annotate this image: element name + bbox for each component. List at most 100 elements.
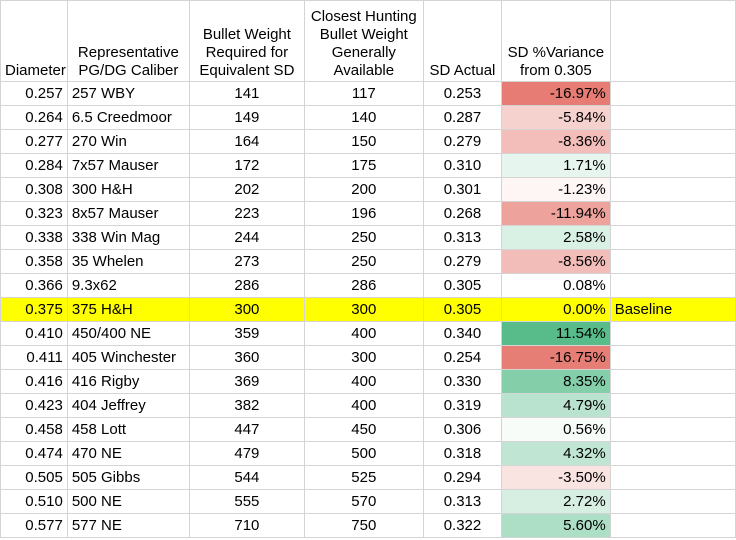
cell-required-weight[interactable]: 164	[188, 129, 305, 154]
cell-caliber[interactable]: 6.5 Creedmoor	[66, 105, 190, 130]
cell-sd-actual[interactable]: 0.287	[422, 105, 503, 130]
cell-caliber[interactable]: 300 H&H	[66, 177, 190, 202]
cell-note[interactable]	[609, 81, 736, 106]
cell-diameter[interactable]: 0.257	[0, 81, 68, 106]
cell-sd-variance[interactable]: -3.50%	[501, 465, 611, 490]
cell-note[interactable]	[609, 345, 736, 370]
cell-sd-variance[interactable]: 2.58%	[501, 225, 611, 250]
cell-caliber[interactable]: 7x57 Mauser	[66, 153, 190, 178]
cell-required-weight[interactable]: 172	[188, 153, 305, 178]
cell-sd-actual[interactable]: 0.305	[422, 273, 503, 298]
cell-sd-variance[interactable]: 4.32%	[501, 441, 611, 466]
cell-caliber[interactable]: 505 Gibbs	[66, 465, 190, 490]
cell-available-weight[interactable]: 400	[303, 393, 424, 418]
cell-required-weight[interactable]: 710	[188, 513, 305, 538]
cell-required-weight[interactable]: 555	[188, 489, 305, 514]
cell-note[interactable]	[609, 105, 736, 130]
cell-available-weight[interactable]: 250	[303, 249, 424, 274]
header-diameter[interactable]: Diameter	[0, 0, 68, 82]
cell-note[interactable]	[609, 465, 736, 490]
cell-sd-variance[interactable]: -5.84%	[501, 105, 611, 130]
cell-required-weight[interactable]: 369	[188, 369, 305, 394]
cell-diameter[interactable]: 0.416	[0, 369, 68, 394]
cell-sd-actual[interactable]: 0.306	[422, 417, 503, 442]
cell-note[interactable]	[609, 249, 736, 274]
cell-sd-actual[interactable]: 0.279	[422, 129, 503, 154]
cell-caliber[interactable]: 8x57 Mauser	[66, 201, 190, 226]
cell-note[interactable]	[609, 177, 736, 202]
cell-sd-actual[interactable]: 0.301	[422, 177, 503, 202]
cell-note[interactable]	[609, 201, 736, 226]
cell-sd-actual[interactable]: 0.313	[422, 225, 503, 250]
cell-sd-actual[interactable]: 0.322	[422, 513, 503, 538]
cell-caliber[interactable]: 9.3x62	[66, 273, 190, 298]
cell-required-weight[interactable]: 223	[188, 201, 305, 226]
cell-sd-variance[interactable]: 1.71%	[501, 153, 611, 178]
cell-sd-actual[interactable]: 0.305	[422, 297, 503, 322]
cell-diameter[interactable]: 0.474	[0, 441, 68, 466]
cell-available-weight[interactable]: 500	[303, 441, 424, 466]
header-required-weight[interactable]: Bullet Weight Required for Equivalent SD	[188, 0, 305, 82]
cell-available-weight[interactable]: 750	[303, 513, 424, 538]
cell-note[interactable]	[609, 225, 736, 250]
cell-caliber[interactable]: 416 Rigby	[66, 369, 190, 394]
header-caliber[interactable]: Representative PG/DG Caliber	[66, 0, 190, 82]
cell-required-weight[interactable]: 544	[188, 465, 305, 490]
cell-caliber[interactable]: 375 H&H	[66, 297, 190, 322]
cell-required-weight[interactable]: 202	[188, 177, 305, 202]
cell-sd-actual[interactable]: 0.340	[422, 321, 503, 346]
cell-available-weight[interactable]: 300	[303, 345, 424, 370]
cell-available-weight[interactable]: 450	[303, 417, 424, 442]
cell-sd-variance[interactable]: -16.97%	[501, 81, 611, 106]
cell-diameter[interactable]: 0.358	[0, 249, 68, 274]
cell-diameter[interactable]: 0.411	[0, 345, 68, 370]
cell-sd-variance[interactable]: -1.23%	[501, 177, 611, 202]
cell-required-weight[interactable]: 359	[188, 321, 305, 346]
cell-diameter[interactable]: 0.505	[0, 465, 68, 490]
cell-sd-actual[interactable]: 0.294	[422, 465, 503, 490]
cell-sd-actual[interactable]: 0.268	[422, 201, 503, 226]
cell-sd-variance[interactable]: -16.75%	[501, 345, 611, 370]
cell-available-weight[interactable]: 570	[303, 489, 424, 514]
cell-available-weight[interactable]: 117	[303, 81, 424, 106]
cell-available-weight[interactable]: 400	[303, 369, 424, 394]
cell-sd-variance[interactable]: -8.36%	[501, 129, 611, 154]
cell-sd-actual[interactable]: 0.253	[422, 81, 503, 106]
cell-diameter[interactable]: 0.308	[0, 177, 68, 202]
cell-note[interactable]	[609, 129, 736, 154]
cell-available-weight[interactable]: 400	[303, 321, 424, 346]
cell-diameter[interactable]: 0.284	[0, 153, 68, 178]
cell-sd-variance[interactable]: 5.60%	[501, 513, 611, 538]
cell-diameter[interactable]: 0.323	[0, 201, 68, 226]
cell-available-weight[interactable]: 175	[303, 153, 424, 178]
cell-caliber[interactable]: 405 Winchester	[66, 345, 190, 370]
cell-diameter[interactable]: 0.423	[0, 393, 68, 418]
cell-required-weight[interactable]: 273	[188, 249, 305, 274]
cell-available-weight[interactable]: 140	[303, 105, 424, 130]
header-empty[interactable]	[609, 0, 736, 82]
cell-diameter[interactable]: 0.510	[0, 489, 68, 514]
cell-note[interactable]	[609, 153, 736, 178]
cell-note[interactable]	[609, 489, 736, 514]
cell-sd-actual[interactable]: 0.318	[422, 441, 503, 466]
cell-diameter[interactable]: 0.458	[0, 417, 68, 442]
cell-available-weight[interactable]: 150	[303, 129, 424, 154]
cell-diameter[interactable]: 0.375	[0, 297, 68, 322]
cell-sd-actual[interactable]: 0.313	[422, 489, 503, 514]
cell-diameter[interactable]: 0.277	[0, 129, 68, 154]
cell-diameter[interactable]: 0.264	[0, 105, 68, 130]
cell-required-weight[interactable]: 244	[188, 225, 305, 250]
cell-caliber[interactable]: 450/400 NE	[66, 321, 190, 346]
cell-sd-actual[interactable]: 0.319	[422, 393, 503, 418]
cell-caliber[interactable]: 500 NE	[66, 489, 190, 514]
cell-sd-variance[interactable]: 11.54%	[501, 321, 611, 346]
cell-available-weight[interactable]: 250	[303, 225, 424, 250]
cell-note[interactable]	[609, 369, 736, 394]
cell-required-weight[interactable]: 300	[188, 297, 305, 322]
cell-required-weight[interactable]: 149	[188, 105, 305, 130]
cell-available-weight[interactable]: 300	[303, 297, 424, 322]
cell-required-weight[interactable]: 479	[188, 441, 305, 466]
cell-caliber[interactable]: 577 NE	[66, 513, 190, 538]
cell-sd-variance[interactable]: 0.08%	[501, 273, 611, 298]
cell-sd-variance[interactable]: 0.00%	[501, 297, 611, 322]
